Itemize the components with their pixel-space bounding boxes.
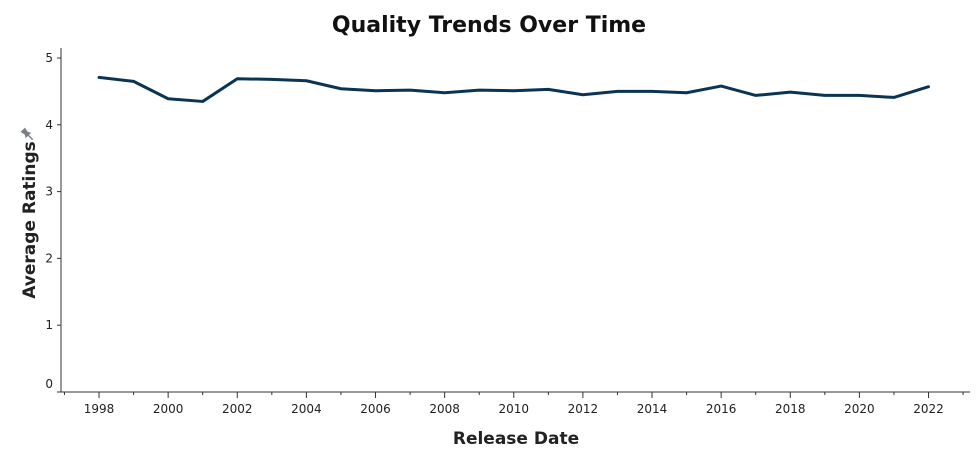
y-tick-label: 1 <box>45 318 53 332</box>
x-ticks: 1998 2000 2002 2004 2006 2008 2010 2012 2014 2016… <box>84 392 944 416</box>
x-tick-label: 2020 <box>844 402 875 416</box>
axes <box>60 48 970 393</box>
y-tick-label: 5 <box>45 51 53 65</box>
x-tick-label: 2016 <box>706 402 737 416</box>
x-tick-label: 2010 <box>498 402 529 416</box>
x-tick-label: 2004 <box>291 402 322 416</box>
chart-title: Quality Trends Over Time <box>332 13 646 38</box>
x-tick-label: 2014 <box>637 402 668 416</box>
y-tick-label: 2 <box>45 251 53 265</box>
series-line <box>97 75 931 103</box>
x-tick-label: 2018 <box>775 402 806 416</box>
y-tick-label: 3 <box>45 185 53 199</box>
x-minor-ticks <box>63 392 964 395</box>
x-tick-label: 2008 <box>429 402 460 416</box>
x-tick-label: 2012 <box>568 402 599 416</box>
y-tick-label: 0 <box>45 377 53 391</box>
y-tick-label: 4 <box>45 118 53 132</box>
x-tick-label: 2002 <box>222 402 253 416</box>
y-axis-title: Average Ratings <box>20 141 40 299</box>
y-ticks: 0 1 2 3 4 5 <box>45 51 61 393</box>
x-tick-label: 1998 <box>84 402 115 416</box>
series-group <box>97 75 931 103</box>
pin-icon[interactable] <box>20 127 36 143</box>
x-axis-title: Release Date <box>453 429 579 449</box>
x-tick-label: 2022 <box>913 402 944 416</box>
x-tick-label: 2000 <box>153 402 184 416</box>
x-tick-label: 2006 <box>360 402 391 416</box>
